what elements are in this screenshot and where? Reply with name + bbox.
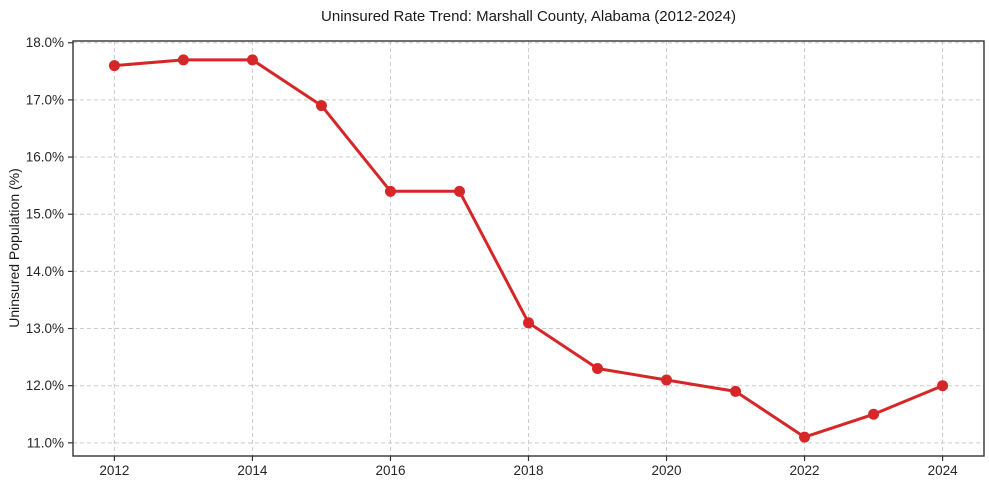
data-point-marker	[177, 54, 189, 66]
data-point-marker	[453, 185, 465, 197]
y-tick-label: 12.0%	[26, 378, 64, 393]
y-tick-label: 16.0%	[26, 150, 64, 165]
x-tick-label: 2016	[375, 463, 405, 478]
data-point-marker	[315, 100, 327, 112]
y-tick-label: 15.0%	[26, 207, 64, 222]
data-point-marker	[592, 363, 604, 375]
data-point-marker	[868, 408, 880, 420]
y-tick-label: 13.0%	[26, 321, 64, 336]
y-tick-label: 14.0%	[26, 264, 64, 279]
data-point-marker	[384, 185, 396, 197]
x-tick-label: 2014	[237, 463, 268, 478]
data-point-marker	[523, 317, 534, 329]
x-tick-label: 2012	[99, 463, 129, 478]
plot-border	[72, 40, 985, 457]
chart-title: Uninsured Rate Trend: Marshall County, A…	[321, 8, 736, 25]
data-point-marker	[730, 385, 742, 397]
x-tick-label: 2018	[513, 463, 543, 478]
y-tick-label: 18.0%	[26, 35, 64, 50]
x-tick-label: 2022	[790, 463, 820, 478]
y-tick-label: 11.0%	[27, 435, 64, 450]
data-point-marker	[108, 60, 120, 72]
data-point-marker	[246, 54, 258, 66]
data-point-marker	[661, 374, 673, 386]
x-tick-label: 2024	[928, 463, 959, 478]
y-tick-label: 17.0%	[26, 92, 64, 107]
data-point-marker	[799, 431, 811, 443]
data-point-marker	[937, 380, 949, 392]
x-tick-label: 2020	[652, 463, 682, 478]
